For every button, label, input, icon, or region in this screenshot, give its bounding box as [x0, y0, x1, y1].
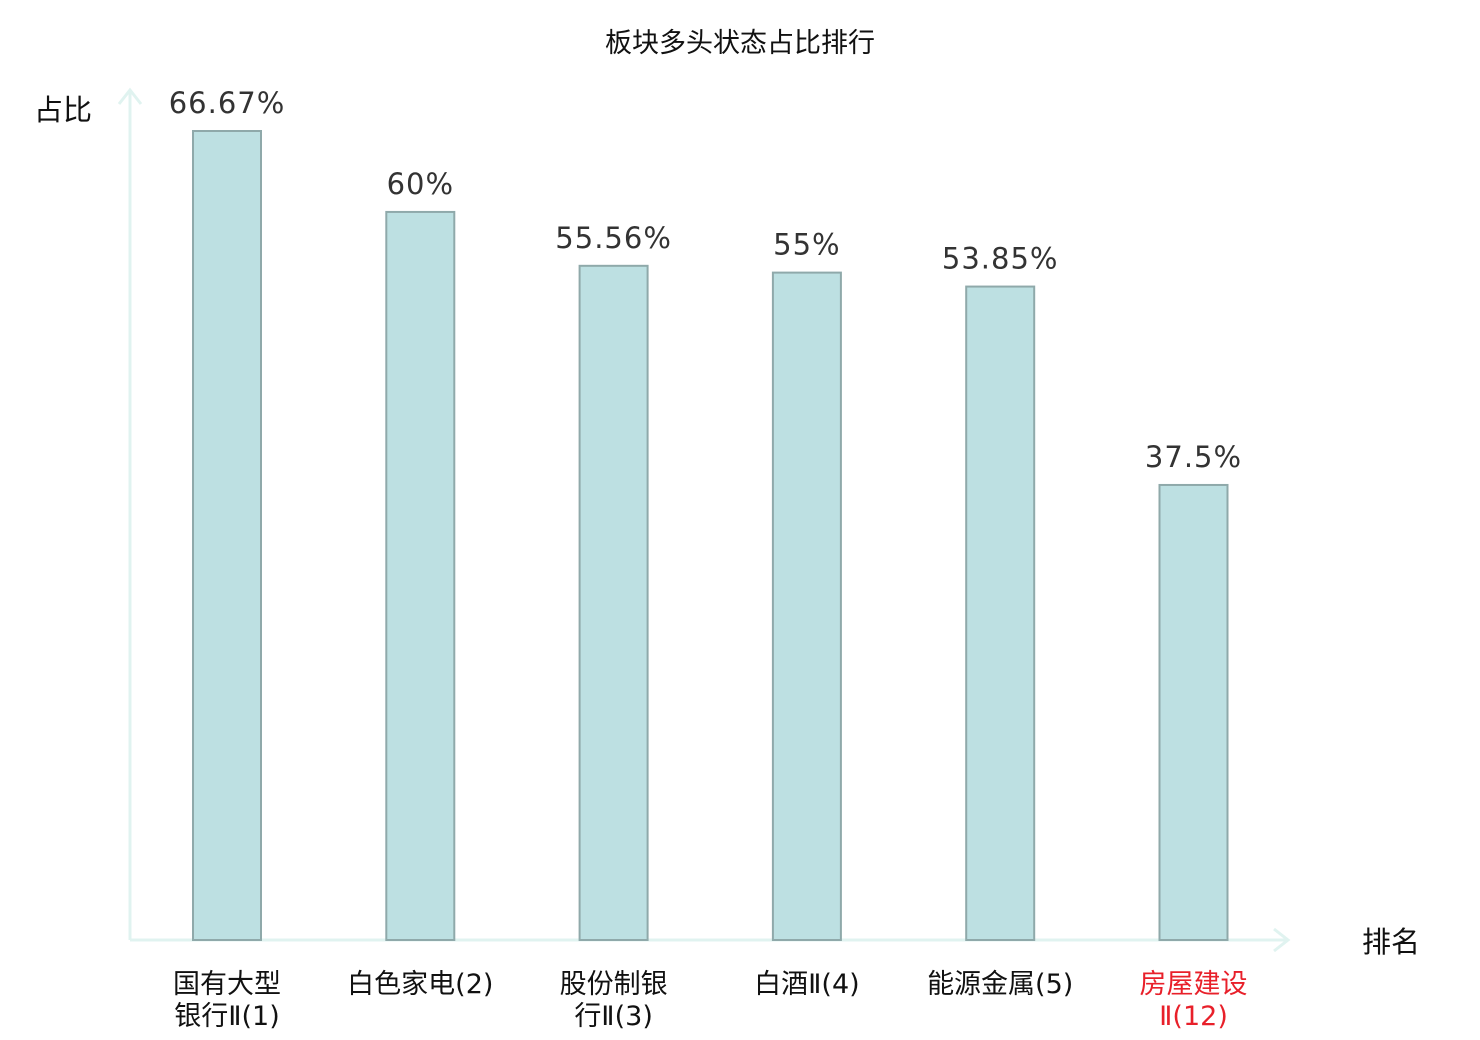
value-labels: 66.67% 60% 55.56% 55% 53.85% 37.5% — [169, 86, 1242, 474]
x-axis-label: 排名 — [1362, 925, 1420, 959]
x-tick-label: 房屋建设 — [1140, 969, 1248, 1000]
data-label: 53.85% — [942, 242, 1059, 276]
data-label: 55.56% — [555, 221, 672, 255]
x-tick-label: 能源金属(5) — [927, 969, 1073, 1000]
x-tick-label: 白色家电(2) — [347, 969, 493, 1000]
bar — [192, 130, 262, 941]
bar — [578, 264, 649, 941]
y-axis-arrow — [117, 87, 143, 105]
bar — [385, 210, 456, 941]
x-tick-label: Ⅱ(12) — [1159, 1001, 1228, 1032]
bar — [965, 285, 1036, 941]
bar — [771, 271, 842, 941]
axes — [117, 87, 1291, 953]
y-axis-label: 占比 — [34, 93, 92, 127]
bar — [1158, 483, 1229, 941]
x-tick-label: 白酒Ⅱ(4) — [754, 969, 860, 1000]
x-axis-arrow — [1273, 927, 1291, 953]
data-label: 37.5% — [1145, 440, 1242, 474]
x-tick-label: 股份制银 — [560, 969, 668, 1000]
data-label: 55% — [773, 228, 840, 262]
chart-title: 板块多头状态占比排行 — [605, 28, 875, 59]
x-tick-label: 银行Ⅱ(1) — [174, 1001, 280, 1032]
x-tick-label: 行Ⅱ(3) — [574, 1001, 653, 1032]
x-tick-label: 国有大型 — [173, 969, 281, 1000]
data-label: 60% — [387, 167, 454, 201]
bars — [192, 130, 1229, 941]
data-label: 66.67% — [169, 86, 286, 120]
